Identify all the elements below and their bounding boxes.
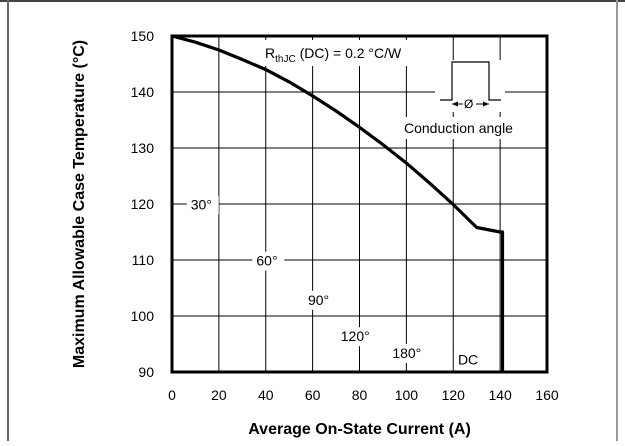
plot-border bbox=[170, 34, 549, 374]
conduction-label-bg bbox=[402, 117, 542, 139]
x-tick-label-0: 0 bbox=[168, 387, 176, 403]
rthjc-label-bg bbox=[262, 40, 432, 66]
grid-lines bbox=[172, 36, 547, 372]
angle-label-1: 60° bbox=[256, 253, 277, 269]
conduction-arrow-left bbox=[452, 101, 458, 107]
y-tick-label-100: 100 bbox=[131, 308, 155, 324]
angle-label-2: 90° bbox=[308, 292, 329, 308]
x-tick-label-20: 20 bbox=[211, 387, 227, 403]
angle-label-bg-1 bbox=[252, 251, 285, 271]
angle-label-bg-2 bbox=[303, 290, 336, 310]
angle-label-bg-0 bbox=[186, 195, 219, 215]
rthjc-subscript: thJC bbox=[275, 54, 296, 65]
x-tick-label-80: 80 bbox=[352, 387, 368, 403]
conduction-angle-symbol: Ø bbox=[435, 60, 505, 112]
x-axis-label: Average On-State Current (A) bbox=[248, 421, 471, 438]
conduction-phi-bg bbox=[463, 97, 476, 109]
y-tick-label-120: 120 bbox=[131, 196, 155, 212]
conduction-arrow-right bbox=[483, 101, 489, 107]
angle-label-3: 120° bbox=[341, 328, 370, 344]
angle-label-bg-5 bbox=[453, 350, 478, 370]
angle-labels: 30° 60° 90° 120° 180° DC bbox=[186, 195, 478, 370]
y-tick-label-150: 150 bbox=[131, 28, 155, 44]
rthjc-label: RthJC (DC) = 0.2 °C/W bbox=[265, 45, 402, 65]
angle-label-0: 30° bbox=[191, 197, 212, 213]
y-axis-label: Maximum Allowable Case Temperature (°C) bbox=[71, 40, 88, 368]
conduction-waveform bbox=[440, 61, 501, 101]
angle-label-5: DC bbox=[458, 352, 478, 368]
tick-labels: 0 20 40 60 80 100 120 140 160 90 100 110 120 130 140 15… bbox=[131, 28, 559, 403]
angle-label-bg-4 bbox=[388, 344, 429, 363]
y-tick-label-130: 130 bbox=[131, 140, 155, 156]
x-tick-label-120: 120 bbox=[442, 387, 466, 403]
x-tick-label-140: 140 bbox=[488, 387, 512, 403]
conduction-angle-label: Conduction angle bbox=[404, 120, 513, 136]
x-tick-label-160: 160 bbox=[535, 387, 559, 403]
y-tick-label-140: 140 bbox=[131, 84, 155, 100]
y-tick-label-110: 110 bbox=[132, 252, 155, 268]
x-tick-label-100: 100 bbox=[395, 387, 419, 403]
temperature-curve bbox=[171, 34, 505, 372]
x-tick-label-40: 40 bbox=[258, 387, 274, 403]
y-tick-label-90: 90 bbox=[138, 364, 154, 380]
conduction-phi: Ø bbox=[464, 97, 473, 111]
angle-label-bg-3 bbox=[336, 327, 377, 347]
x-tick-label-60: 60 bbox=[305, 387, 321, 403]
angle-label-4: 180° bbox=[392, 345, 421, 361]
